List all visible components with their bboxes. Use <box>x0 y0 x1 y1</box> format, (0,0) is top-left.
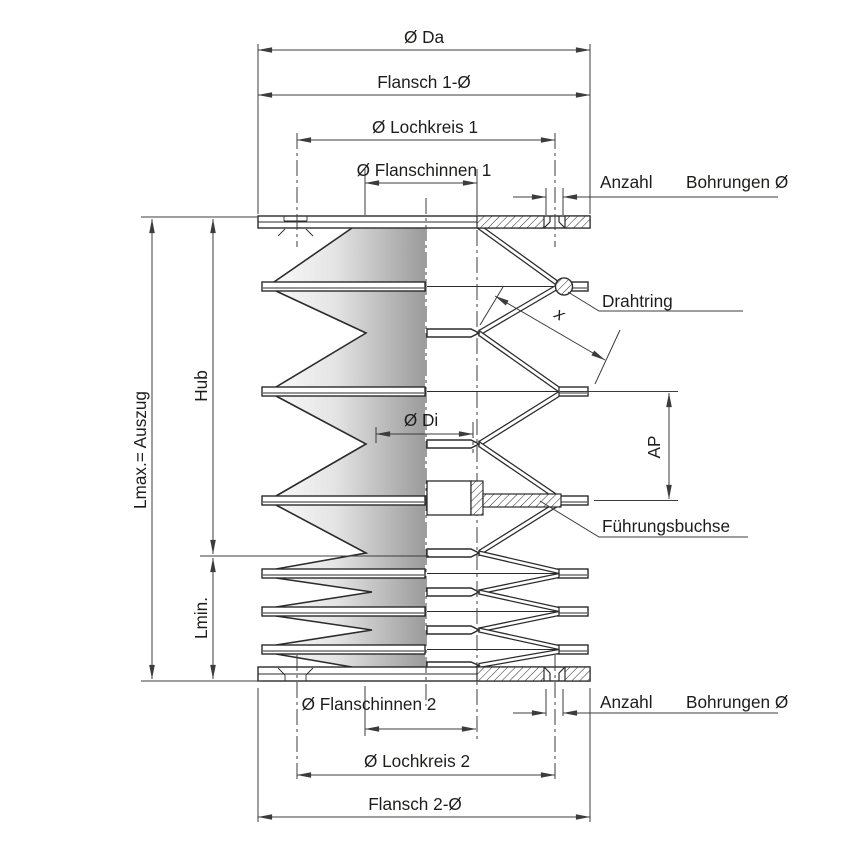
dim-flanschinnen2-label: Ø Flanschinnen 2 <box>302 694 437 714</box>
dim-da-label: Ø Da <box>404 27 445 47</box>
bushing-bar <box>482 493 562 508</box>
dim-lochkreis2-label: Ø Lochkreis 2 <box>364 751 470 771</box>
fuehrungsbuchse-detail <box>426 480 562 516</box>
dim-lmin-label: Lmin. <box>191 597 211 639</box>
left-dimensions: Lmax.= Auszug Hub Lmin. <box>130 216 429 682</box>
drahtring-label: Drahtring <box>602 291 673 311</box>
dim-anzahl1-label: Anzahl <box>600 172 653 192</box>
dim-bohrungen2-label: Bohrungen Ø <box>686 692 788 712</box>
dim-flansch1-label: Flansch 1-Ø <box>377 72 471 92</box>
dim-lochkreis1-label: Ø Lochkreis 1 <box>372 117 478 137</box>
drahtring-circle <box>554 277 574 296</box>
centerlines <box>296 133 556 782</box>
dim-flansch2-label: Flansch 2-Ø <box>368 794 462 814</box>
crest-bands-left <box>261 281 426 655</box>
dim-x-label: x <box>550 302 570 325</box>
fuehrungsbuchse-leader <box>539 500 748 538</box>
crest-bands-right <box>557 281 589 655</box>
center-annotations: Ø Di x AP Drahtring Führungsbuchse <box>375 286 748 538</box>
dim-ap-label: AP <box>644 436 664 459</box>
bellows-left-shaded-half <box>273 227 425 668</box>
dim-anzahl2-label: Anzahl <box>600 692 653 712</box>
top-dimensions: Ø Da Flansch 1-Ø Ø Lochkreis 1 Ø Flansch… <box>257 27 788 215</box>
dim-bohrungen1-label: Bohrungen Ø <box>686 172 788 192</box>
flange-1 <box>257 215 591 237</box>
bottom-dimensions: Ø Flanschinnen 2 Anzahl Bohrungen Ø Ø Lo… <box>257 686 788 822</box>
dim-lmax-label: Lmax.= Auszug <box>130 391 150 509</box>
dim-flanschinnen1-label: Ø Flanschinnen 1 <box>357 160 492 180</box>
drahtring-detail <box>554 277 574 296</box>
dim-x-line <box>494 295 606 361</box>
drahtring-leader <box>567 291 743 312</box>
flange-2 <box>257 666 591 682</box>
fold-walls <box>477 222 560 669</box>
dim-hub-label: Hub <box>191 370 211 402</box>
dim-di-label: Ø Di <box>404 410 438 430</box>
fuehrungsbuchse-label: Führungsbuchse <box>602 516 730 536</box>
